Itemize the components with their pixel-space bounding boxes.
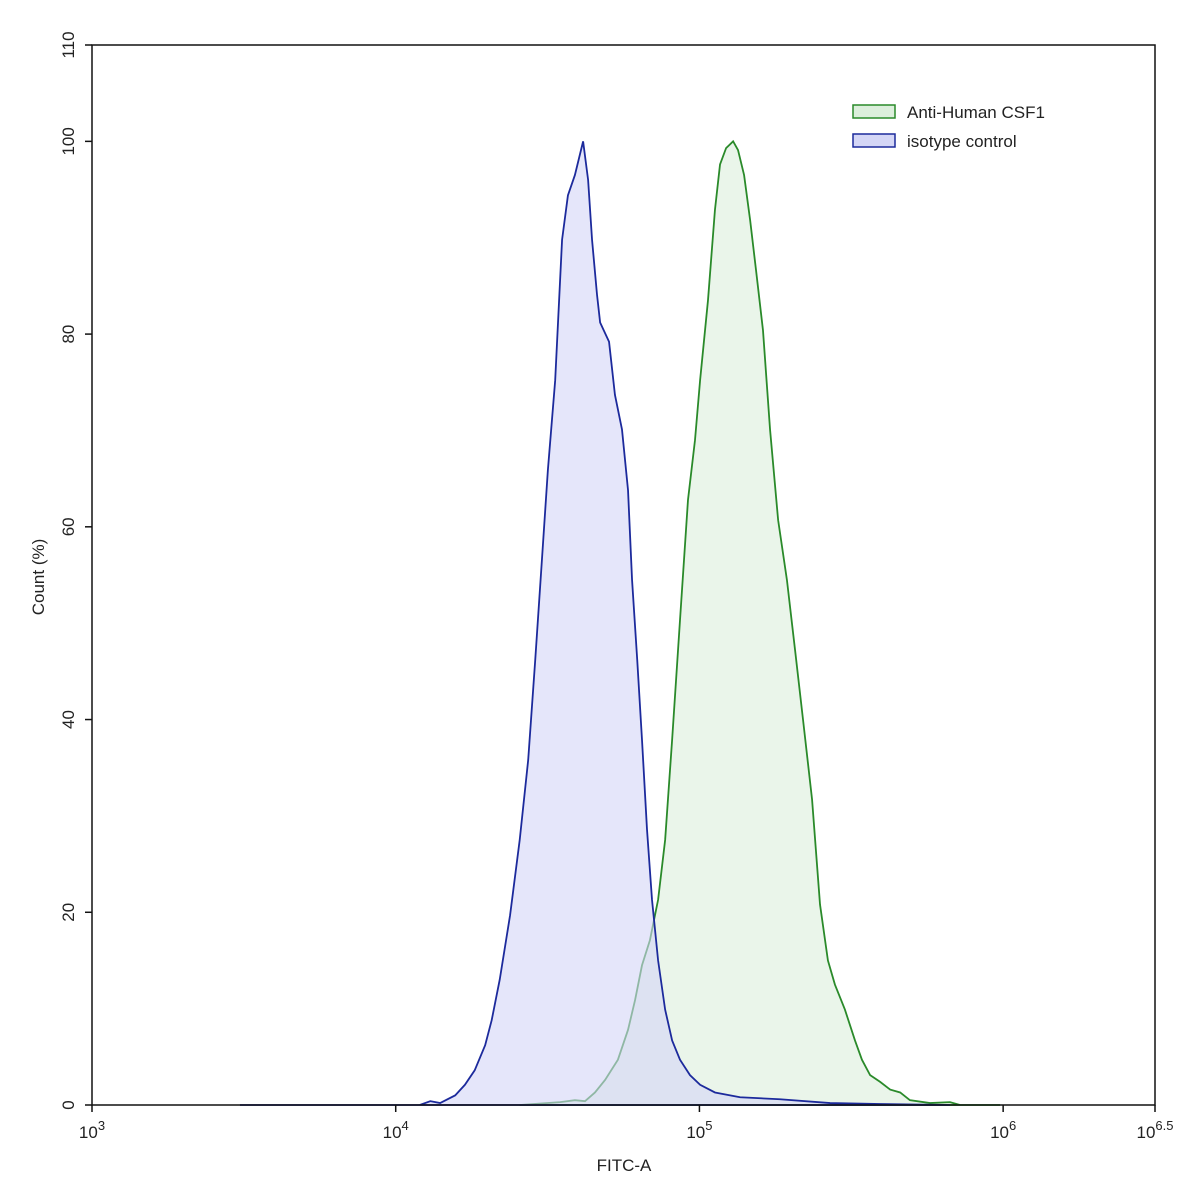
x-tick-label: 104 [383,1118,409,1142]
x-tick-base: 10 [686,1123,705,1142]
x-tick-base: 10 [79,1123,98,1142]
legend-swatch [852,133,896,148]
x-tick-exponent: 4 [402,1118,409,1133]
legend-swatch [852,104,896,119]
y-axis-title: Count (%) [29,539,48,616]
histogram-curve [239,141,950,1106]
y-tick-label: 80 [59,325,78,344]
x-tick-label: 105 [686,1118,712,1142]
x-axis-title: FITC-A [597,1156,652,1175]
y-tick-label: 40 [59,710,78,729]
x-tick-exponent: 6 [1009,1118,1016,1133]
y-tick-label: 0 [59,1100,78,1109]
x-tick-exponent: 5 [705,1118,712,1133]
x-tick-base: 10 [383,1123,402,1142]
legend-label: isotype control [907,132,1017,151]
y-tick-label: 100 [59,127,78,155]
x-tick-base: 10 [990,1123,1009,1142]
x-tick-label: 106.5 [1137,1118,1174,1142]
y-tick-label: 110 [59,31,78,58]
y-tick-label: 60 [59,517,78,536]
x-tick-base: 10 [1137,1123,1156,1142]
y-tick-label: 20 [59,903,78,922]
x-tick-label: 103 [79,1118,105,1142]
x-tick-exponent: 3 [98,1118,105,1133]
legend-label: Anti-Human CSF1 [907,103,1045,122]
x-tick-exponent: 6.5 [1155,1118,1173,1133]
x-tick-label: 106 [990,1118,1016,1142]
plot-frame [91,44,1156,1106]
